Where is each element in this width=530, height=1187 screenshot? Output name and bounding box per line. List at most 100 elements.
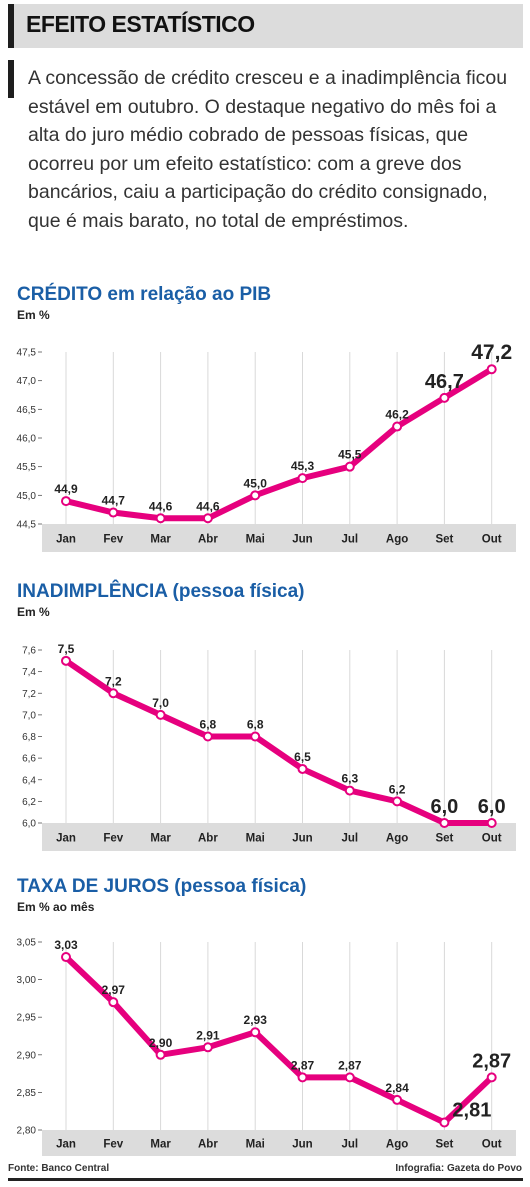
data-label: 2,91 xyxy=(196,1028,220,1042)
data-label: 2,87 xyxy=(291,1058,315,1072)
chart-juros-title: TAXA DE JUROS (pessoa física) xyxy=(17,876,307,897)
data-label: 44,9 xyxy=(54,482,78,496)
footer-source: Fonte: Banco Central xyxy=(8,1163,110,1174)
series-line xyxy=(63,657,495,826)
x-tick-label: Jun xyxy=(292,1139,312,1151)
chart-credito: 44,5 45,0 45,5 46,0 46,5 47,0 47,5 Jan Fev Mar Abr… xyxy=(17,341,516,552)
data-label: 46,7 xyxy=(425,371,464,393)
y-tick-label: 47,0 xyxy=(17,376,37,387)
data-label: 2,90 xyxy=(149,1036,173,1050)
data-label: 3,03 xyxy=(54,938,78,952)
intro-text: A concessão de crédito cresceu e a inadi… xyxy=(28,67,508,232)
x-tick-label: Jan xyxy=(56,1139,76,1151)
x-axis-band xyxy=(42,524,516,552)
data-point xyxy=(155,513,166,524)
chart-inadimplencia-title: INADIMPLÊNCIA (pessoa física) xyxy=(17,581,305,602)
data-label: 6,3 xyxy=(341,772,358,786)
data-point xyxy=(155,709,166,720)
x-tick-label: Abr xyxy=(198,534,218,546)
data-label: 2,81 xyxy=(452,1099,491,1121)
data-point xyxy=(392,796,403,807)
data-point xyxy=(392,421,403,432)
data-label: 6,0 xyxy=(430,796,458,818)
chart-juros-unit: Em % ao mês xyxy=(17,900,95,914)
series-line xyxy=(63,954,495,1126)
y-tick-label: 6,6 xyxy=(22,754,36,765)
data-point xyxy=(61,952,71,963)
x-tick-label: Mai xyxy=(246,1139,265,1151)
x-tick-label: Abr xyxy=(198,833,218,845)
y-tick-label: 44,5 xyxy=(17,520,37,531)
data-label: 6,0 xyxy=(478,796,506,818)
y-tick-label: 46,5 xyxy=(17,405,37,416)
y-tick-label: 3,05 xyxy=(17,938,37,949)
x-tick-label: Out xyxy=(482,1139,502,1151)
data-point xyxy=(61,655,71,666)
x-tick-label: Mai xyxy=(246,534,265,546)
data-point xyxy=(344,461,355,472)
x-tick-label: Fev xyxy=(103,1139,123,1151)
data-label: 46,2 xyxy=(385,408,409,422)
y-tick-label: 7,4 xyxy=(22,667,36,678)
data-point xyxy=(108,507,119,518)
x-tick-label: Fev xyxy=(103,833,123,845)
chart-credito-title: CRÉDITO em relação ao PIB xyxy=(17,284,272,305)
x-tick-label: Ago xyxy=(386,534,408,546)
data-point xyxy=(297,473,308,484)
y-tick-label: 2,85 xyxy=(17,1088,37,1099)
data-label: 44,6 xyxy=(196,499,220,513)
data-point xyxy=(108,997,119,1008)
data-label: 2,97 xyxy=(102,983,126,997)
data-label: 7,2 xyxy=(105,674,122,688)
y-tick-label: 6,8 xyxy=(22,732,36,743)
data-label: 45,0 xyxy=(244,476,268,490)
title-bar: EFEITO ESTATÍSTICO xyxy=(8,4,523,48)
y-tick-label: 7,2 xyxy=(22,689,36,700)
x-tick-label: Abr xyxy=(198,1139,218,1151)
y-tick-label: 2,95 xyxy=(17,1013,37,1024)
data-point xyxy=(61,496,71,507)
x-tick-label: Jun xyxy=(292,534,312,546)
y-tick-label: 3,00 xyxy=(17,975,37,986)
chart-inadimplencia-unit: Em % xyxy=(17,605,50,619)
data-point xyxy=(202,1042,213,1053)
y-tick-label: 46,0 xyxy=(17,434,37,445)
x-tick-label: Jan xyxy=(56,833,76,845)
x-tick-label: Jun xyxy=(292,833,312,845)
y-tick-label: 6,0 xyxy=(22,819,36,830)
data-label: 2,87 xyxy=(338,1058,362,1072)
x-tick-label: Set xyxy=(435,1139,453,1151)
x-tick-label: Out xyxy=(482,534,502,546)
data-label: 7,5 xyxy=(58,642,75,656)
x-axis-band xyxy=(42,823,516,851)
data-point xyxy=(486,364,497,375)
x-axis-band xyxy=(42,1130,516,1156)
data-label: 47,2 xyxy=(471,341,512,364)
page-title: EFEITO ESTATÍSTICO xyxy=(26,11,255,37)
y-tick-label: 45,5 xyxy=(17,462,37,473)
chart-juros: 2,80 2,85 2,90 2,95 3,00 3,05 Jan Fev Mar Abr Mai J… xyxy=(17,938,516,1156)
x-tick-label: Ago xyxy=(386,833,408,845)
data-label: 45,5 xyxy=(338,448,362,462)
data-point xyxy=(250,490,261,501)
x-tick-label: Jul xyxy=(341,534,358,546)
x-tick-label: Mai xyxy=(246,833,265,845)
data-point xyxy=(439,818,450,828)
data-label: 6,8 xyxy=(200,718,217,732)
data-point xyxy=(202,513,213,524)
data-label: 6,5 xyxy=(294,750,311,764)
data-label: 7,0 xyxy=(152,696,169,710)
data-point xyxy=(297,1072,308,1083)
x-tick-label: Set xyxy=(435,534,453,546)
data-point xyxy=(486,818,497,828)
data-point xyxy=(202,731,213,742)
y-tick-label: 2,90 xyxy=(17,1050,37,1061)
y-tick-label: 2,80 xyxy=(17,1126,37,1137)
footer-credit: Infografia: Gazeta do Povo xyxy=(395,1163,522,1174)
data-point xyxy=(250,731,261,742)
intro-rule xyxy=(8,60,14,98)
x-tick-label: Mar xyxy=(150,534,171,546)
data-point xyxy=(344,785,355,796)
data-label: 44,7 xyxy=(102,494,126,508)
y-tick-label: 7,0 xyxy=(22,710,36,721)
